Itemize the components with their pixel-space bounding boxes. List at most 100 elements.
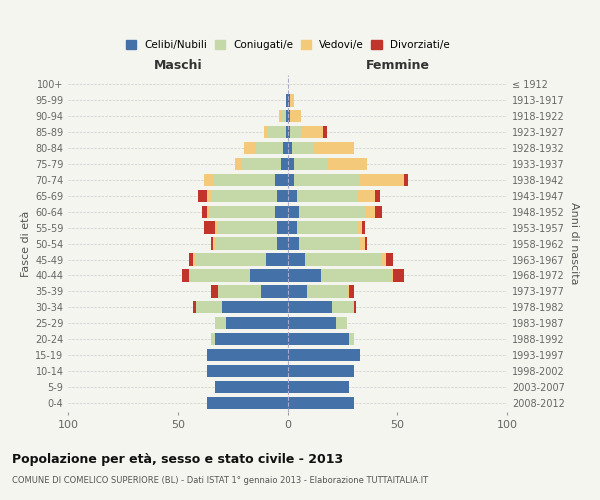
Bar — [288, 126, 290, 138]
Bar — [193, 254, 196, 266]
Bar — [288, 94, 290, 106]
Bar — [281, 158, 288, 170]
Bar — [288, 190, 296, 202]
Text: Popolazione per età, sesso e stato civile - 2013: Popolazione per età, sesso e stato civil… — [12, 452, 343, 466]
Bar — [393, 269, 404, 281]
Bar — [382, 254, 386, 266]
Bar — [218, 222, 277, 234]
Bar — [290, 126, 301, 138]
Y-axis label: Fasce di età: Fasce di età — [21, 210, 31, 277]
Bar — [360, 238, 365, 250]
Bar — [198, 190, 206, 202]
Bar — [290, 110, 301, 122]
Bar — [277, 190, 288, 202]
Bar — [262, 285, 288, 298]
Bar — [349, 285, 353, 298]
Bar — [215, 222, 218, 234]
Bar — [290, 94, 295, 106]
Bar — [347, 285, 349, 298]
Bar — [296, 190, 358, 202]
Bar — [358, 190, 376, 202]
Bar — [288, 269, 320, 281]
Bar — [301, 126, 323, 138]
Bar — [211, 333, 215, 345]
Bar — [307, 285, 347, 298]
Bar — [391, 269, 393, 281]
Bar — [336, 317, 347, 330]
Bar — [288, 222, 296, 234]
Bar — [288, 285, 307, 298]
Bar — [386, 254, 393, 266]
Bar — [288, 317, 336, 330]
Bar — [376, 190, 380, 202]
Bar — [277, 238, 288, 250]
Bar — [286, 126, 288, 138]
Bar — [288, 301, 332, 314]
Text: COMUNE DI COMELICO SUPERIORE (BL) - Dati ISTAT 1° gennaio 2013 - Elaborazione TU: COMUNE DI COMELICO SUPERIORE (BL) - Dati… — [12, 476, 428, 485]
Bar — [206, 396, 288, 409]
Bar — [288, 349, 360, 362]
Bar — [288, 396, 353, 409]
Bar — [332, 301, 353, 314]
Bar — [206, 206, 209, 218]
Bar — [295, 158, 327, 170]
Bar — [218, 285, 262, 298]
Bar — [222, 301, 288, 314]
Bar — [362, 222, 365, 234]
Bar — [202, 206, 206, 218]
Bar — [263, 126, 268, 138]
Bar — [244, 142, 255, 154]
Bar — [215, 238, 277, 250]
Bar — [277, 222, 288, 234]
Bar — [376, 206, 382, 218]
Bar — [320, 269, 391, 281]
Bar — [182, 269, 189, 281]
Bar — [353, 301, 356, 314]
Bar — [404, 174, 409, 186]
Bar — [205, 174, 213, 186]
Legend: Celibi/Nubili, Coniugati/e, Vedovi/e, Divorziati/e: Celibi/Nubili, Coniugati/e, Vedovi/e, Di… — [121, 36, 454, 54]
Bar — [292, 142, 314, 154]
Bar — [288, 142, 292, 154]
Bar — [288, 158, 295, 170]
Bar — [215, 380, 288, 393]
Bar — [206, 349, 288, 362]
Bar — [205, 222, 215, 234]
Bar — [365, 206, 376, 218]
Bar — [286, 110, 288, 122]
Bar — [365, 238, 367, 250]
Bar — [266, 254, 288, 266]
Bar — [286, 94, 288, 106]
Text: Femmine: Femmine — [365, 60, 430, 72]
Bar — [255, 142, 283, 154]
Bar — [206, 190, 211, 202]
Y-axis label: Anni di nascita: Anni di nascita — [569, 202, 579, 285]
Bar — [189, 254, 193, 266]
Bar — [211, 238, 213, 250]
Bar — [288, 380, 349, 393]
Bar — [288, 110, 290, 122]
Bar — [296, 222, 358, 234]
Bar — [279, 110, 281, 122]
Text: Maschi: Maschi — [154, 60, 202, 72]
Bar — [242, 158, 281, 170]
Bar — [213, 174, 275, 186]
Bar — [305, 254, 382, 266]
Bar — [288, 333, 349, 345]
Bar — [327, 158, 367, 170]
Bar — [250, 269, 288, 281]
Bar — [268, 126, 286, 138]
Bar — [281, 110, 286, 122]
Bar — [283, 142, 288, 154]
Bar — [299, 206, 365, 218]
Bar — [196, 301, 222, 314]
Bar — [215, 317, 226, 330]
Bar — [275, 174, 288, 186]
Bar — [288, 174, 295, 186]
Bar — [206, 365, 288, 377]
Bar — [213, 238, 215, 250]
Bar — [288, 206, 299, 218]
Bar — [215, 333, 288, 345]
Bar — [323, 126, 327, 138]
Bar — [226, 317, 288, 330]
